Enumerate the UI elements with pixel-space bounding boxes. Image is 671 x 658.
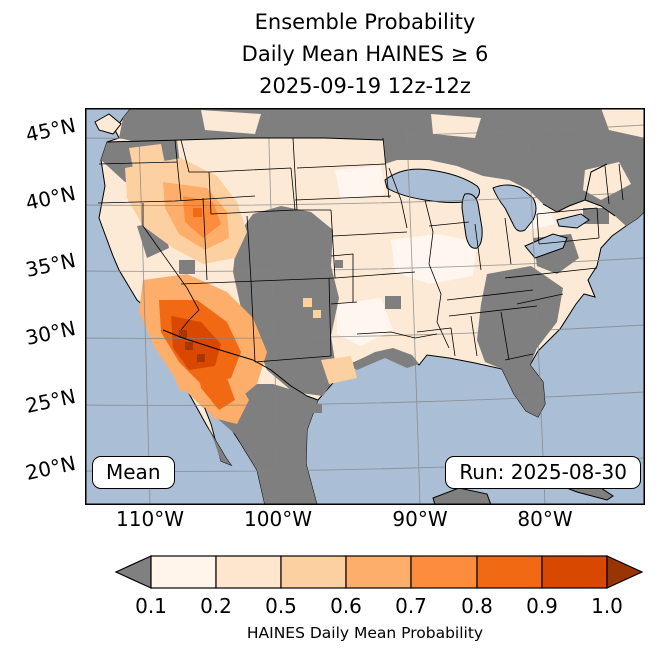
- prob-peak-patches: [171, 316, 221, 370]
- colorbar-seg-2: [215, 555, 282, 589]
- colorbar-seg-7: [541, 555, 608, 589]
- southeast-region: [477, 266, 563, 417]
- lat-label-40n: 40°N: [23, 180, 78, 215]
- lon-label-80w: 80°W: [517, 507, 573, 531]
- cb-tick-0.5: 0.5: [265, 594, 297, 618]
- lat-label-20n: 20°N: [23, 450, 78, 485]
- cb-tick-0.7: 0.7: [395, 594, 427, 618]
- political-borders: [97, 137, 624, 401]
- lon-label-90w: 90°W: [392, 507, 448, 531]
- cb-tick-0.8: 0.8: [461, 594, 493, 618]
- run-box: Run: 2025-08-30: [445, 456, 641, 489]
- colorbar-seg-1: [150, 555, 217, 589]
- lat-label-45n: 45°N: [23, 112, 78, 147]
- lat-label-30n: 30°N: [23, 315, 78, 350]
- lake-erie: [524, 233, 568, 259]
- figure-title: Ensemble Probability Daily Mean HAINES ≥…: [55, 6, 671, 102]
- prob-max-cells: [179, 330, 205, 362]
- colorbar: [114, 555, 644, 589]
- colorbar-seg-3: [280, 555, 347, 589]
- lon-label-110w: 110°W: [116, 507, 184, 531]
- lake-ontario: [556, 213, 590, 229]
- lat-label-25n: 25°N: [23, 383, 78, 418]
- gulf-coast-strip: [349, 348, 419, 370]
- cb-tick-0.6: 0.6: [330, 594, 362, 618]
- canada-light-patches: [201, 108, 645, 200]
- colorbar-seg-5: [410, 555, 478, 589]
- colorbar-seg-4: [345, 555, 412, 589]
- title-line-1: Ensemble Probability: [254, 10, 476, 34]
- map-frame-border: [85, 108, 645, 505]
- us-canada-border: [106, 137, 616, 217]
- lon-label-100w: 100°W: [244, 507, 312, 531]
- cb-tick-0.2: 0.2: [200, 594, 232, 618]
- mean-box: Mean: [92, 456, 175, 489]
- colorbar-under-arrow: [114, 555, 152, 589]
- colorbar-seg-6: [476, 555, 543, 589]
- us-mexico-border: [162, 329, 319, 401]
- colorbar-caption: HAINES Daily Mean Probability: [246, 624, 484, 642]
- title-line-3: 2025-09-19 12z-12z: [259, 74, 471, 98]
- probability-map: [85, 108, 645, 505]
- colorbar-over-arrow: [606, 555, 644, 589]
- cb-tick-1.0: 1.0: [591, 594, 623, 618]
- title-line-2: Daily Mean HAINES ≥ 6: [241, 42, 489, 66]
- lake-michigan: [461, 193, 483, 249]
- southwest-peak: [171, 316, 221, 370]
- baja-north: [159, 334, 191, 392]
- cb-tick-0.1: 0.1: [135, 594, 167, 618]
- lake-huron: [492, 184, 537, 232]
- sonora-core: [197, 364, 235, 410]
- cb-tick-0.9: 0.9: [526, 594, 558, 618]
- vancouver-island: [94, 113, 122, 135]
- state-borders: [97, 137, 624, 363]
- lat-label-35n: 35°N: [23, 247, 78, 282]
